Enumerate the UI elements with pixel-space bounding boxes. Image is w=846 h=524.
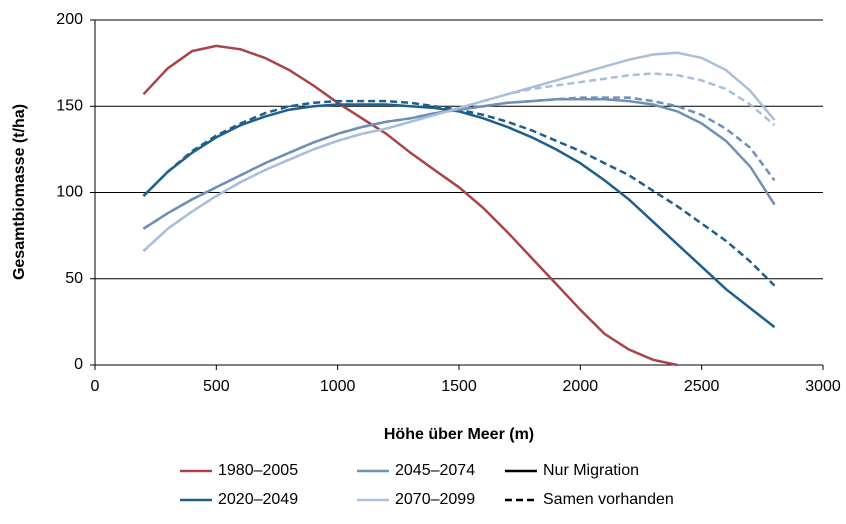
- line: [142, 103, 776, 329]
- x-axis-label: Höhe über Meer (m): [384, 426, 534, 443]
- x-tick-label: 2000: [563, 378, 599, 395]
- line: [142, 51, 776, 253]
- y-tick-label: 50: [65, 270, 83, 287]
- line-dashed: [142, 99, 776, 287]
- legend-label: 2045–2074: [395, 462, 475, 479]
- x-tick-label: 2500: [684, 378, 720, 395]
- x-tick-label: 500: [203, 378, 230, 395]
- line-dashed: [142, 96, 776, 230]
- x-tick-label: 1500: [441, 378, 477, 395]
- line: [142, 44, 678, 367]
- legend-label: 2070–2099: [395, 491, 475, 508]
- legend-label: Samen vorhanden: [543, 491, 674, 508]
- line: [142, 98, 776, 230]
- x-tick-label: 3000: [805, 378, 841, 395]
- legend-label: 2020–2049: [218, 491, 298, 508]
- legend-label: 1980–2005: [218, 462, 298, 479]
- y-tick-label: 100: [56, 184, 83, 201]
- y-tick-label: 150: [56, 97, 83, 114]
- y-tick-label: 200: [56, 11, 83, 28]
- y-tick-label: 0: [74, 356, 83, 373]
- legend-label: Nur Migration: [543, 462, 639, 479]
- x-tick-label: 1000: [320, 378, 356, 395]
- x-tick-label: 0: [91, 378, 100, 395]
- line-dashed: [142, 72, 776, 253]
- y-axis-label: Gesamtbiomasse (t/ha): [11, 104, 28, 280]
